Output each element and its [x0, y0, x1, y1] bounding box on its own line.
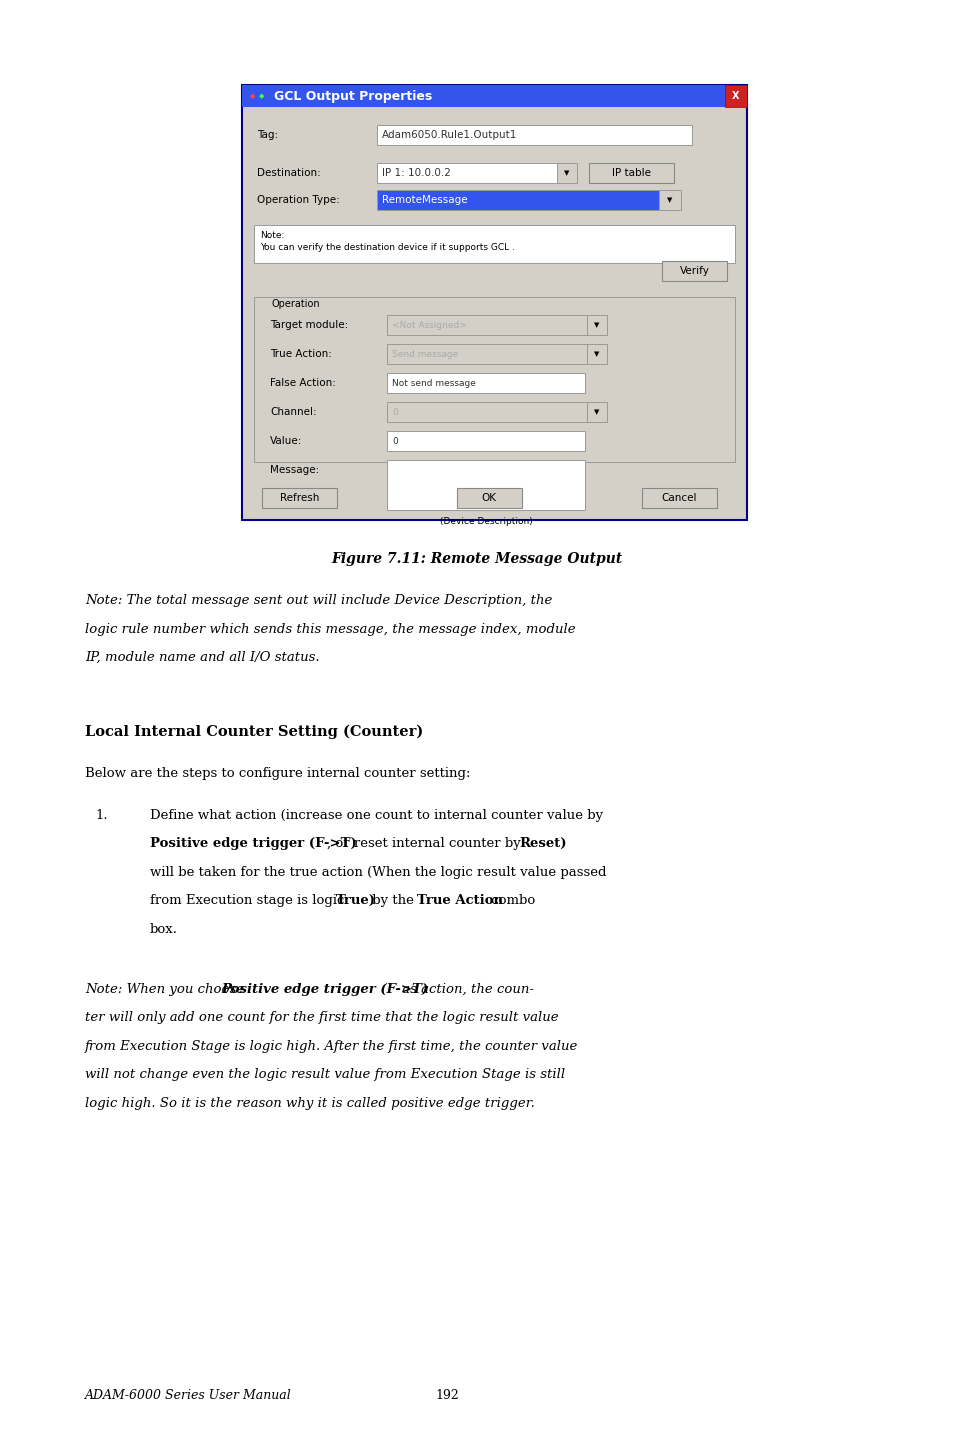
- Text: Figure 7.11: Remote Message Output: Figure 7.11: Remote Message Output: [331, 552, 622, 566]
- Text: 0: 0: [392, 408, 397, 416]
- Bar: [586, 345, 606, 365]
- Bar: [376, 163, 557, 183]
- Text: Cancel: Cancel: [661, 493, 697, 503]
- Text: logic high. So it is the reason why it is called positive edge trigger.: logic high. So it is the reason why it i…: [85, 1097, 535, 1110]
- Text: ▼: ▼: [666, 197, 672, 203]
- Text: from Execution stage is logic: from Execution stage is logic: [150, 894, 348, 907]
- Text: (Device Description): (Device Description): [439, 518, 532, 526]
- Bar: [387, 460, 584, 511]
- Text: ▼: ▼: [594, 409, 599, 415]
- Bar: [242, 84, 746, 521]
- Text: Local Internal Counter Setting (Counter): Local Internal Counter Setting (Counter): [85, 725, 423, 739]
- Bar: [376, 190, 659, 210]
- Text: , or reset internal counter by: , or reset internal counter by: [327, 837, 524, 849]
- Text: logic rule number which sends this message, the message index, module: logic rule number which sends this messa…: [85, 622, 575, 635]
- Bar: [387, 345, 586, 365]
- Bar: [242, 84, 746, 107]
- Bar: [588, 163, 673, 183]
- Text: True Action:: True Action:: [270, 349, 332, 359]
- Text: 0: 0: [392, 436, 397, 446]
- Text: Target module:: Target module:: [270, 320, 348, 330]
- Text: Not send message: Not send message: [392, 379, 476, 388]
- Text: GCL Output Properties: GCL Output Properties: [274, 90, 432, 103]
- Bar: [387, 430, 584, 450]
- Text: Reset): Reset): [518, 837, 566, 849]
- Bar: [557, 163, 577, 183]
- Text: True): True): [335, 894, 375, 907]
- Text: OK: OK: [481, 493, 496, 503]
- Text: 1.: 1.: [95, 808, 108, 821]
- Text: True Action: True Action: [416, 894, 502, 907]
- Text: Send message: Send message: [392, 349, 457, 359]
- Bar: [659, 190, 680, 210]
- Text: Define what action (increase one count to internal counter value by: Define what action (increase one count t…: [150, 808, 602, 821]
- Text: IP 1: 10.0.0.2: IP 1: 10.0.0.2: [381, 167, 451, 177]
- Text: Positive edge trigger (F->T): Positive edge trigger (F->T): [150, 837, 356, 849]
- Bar: [661, 262, 726, 282]
- Text: Adam6050.Rule1.Output1: Adam6050.Rule1.Output1: [381, 130, 517, 140]
- Bar: [387, 315, 586, 335]
- Text: RemoteMessage: RemoteMessage: [381, 194, 467, 204]
- Text: Operation Type:: Operation Type:: [256, 194, 339, 204]
- Text: ▼: ▼: [594, 350, 599, 358]
- Text: Verify: Verify: [679, 266, 709, 276]
- Bar: [586, 402, 606, 422]
- Bar: [641, 488, 717, 508]
- Text: combo: combo: [486, 894, 535, 907]
- Text: box.: box.: [150, 922, 178, 935]
- Text: Note:
You can verify the destination device if it supports GCL .: Note: You can verify the destination dev…: [260, 232, 515, 252]
- Text: ter will only add one count for the first time that the logic result value: ter will only add one count for the firs…: [85, 1011, 558, 1024]
- Text: Tag:: Tag:: [256, 130, 278, 140]
- Text: Value:: Value:: [270, 436, 302, 446]
- Text: Positive edge trigger (F->T): Positive edge trigger (F->T): [221, 982, 428, 995]
- Text: Note: The total message sent out will include Device Description, the: Note: The total message sent out will in…: [85, 593, 552, 606]
- Text: False Action:: False Action:: [270, 378, 335, 388]
- Text: Note: When you choose: Note: When you choose: [85, 982, 248, 995]
- Text: ADAM-6000 Series User Manual: ADAM-6000 Series User Manual: [85, 1389, 292, 1401]
- Bar: [253, 297, 734, 462]
- Text: Channel:: Channel:: [270, 408, 316, 418]
- Bar: [724, 84, 746, 107]
- Text: X: X: [732, 92, 739, 102]
- Text: ◆: ◆: [250, 93, 255, 99]
- Text: by the: by the: [367, 894, 417, 907]
- Text: <Not Assigned>: <Not Assigned>: [392, 320, 466, 329]
- Text: Message:: Message:: [270, 465, 319, 475]
- Text: ▼: ▼: [594, 322, 599, 327]
- Text: Destination:: Destination:: [256, 167, 320, 177]
- Bar: [586, 315, 606, 335]
- Text: Refresh: Refresh: [279, 493, 319, 503]
- Text: will be taken for the true action (When the logic result value passed: will be taken for the true action (When …: [150, 865, 606, 878]
- Bar: [253, 225, 734, 263]
- Text: will not change even the logic result value from Execution Stage is still: will not change even the logic result va…: [85, 1068, 564, 1081]
- Text: Below are the steps to configure internal counter setting:: Below are the steps to configure interna…: [85, 766, 470, 779]
- Text: IP, module name and all I/O status.: IP, module name and all I/O status.: [85, 651, 319, 664]
- Text: IP table: IP table: [612, 167, 650, 177]
- Bar: [376, 124, 691, 144]
- Text: Operation: Operation: [272, 299, 320, 309]
- Text: ◆: ◆: [258, 93, 264, 99]
- Text: as action, the coun-: as action, the coun-: [398, 982, 534, 995]
- Bar: [387, 373, 584, 393]
- Text: from Execution Stage is logic high. After the first time, the counter value: from Execution Stage is logic high. Afte…: [85, 1040, 578, 1052]
- Bar: [262, 488, 336, 508]
- Bar: [456, 488, 521, 508]
- Text: ▼: ▼: [564, 170, 569, 176]
- Bar: [387, 402, 586, 422]
- Text: 192: 192: [435, 1389, 458, 1401]
